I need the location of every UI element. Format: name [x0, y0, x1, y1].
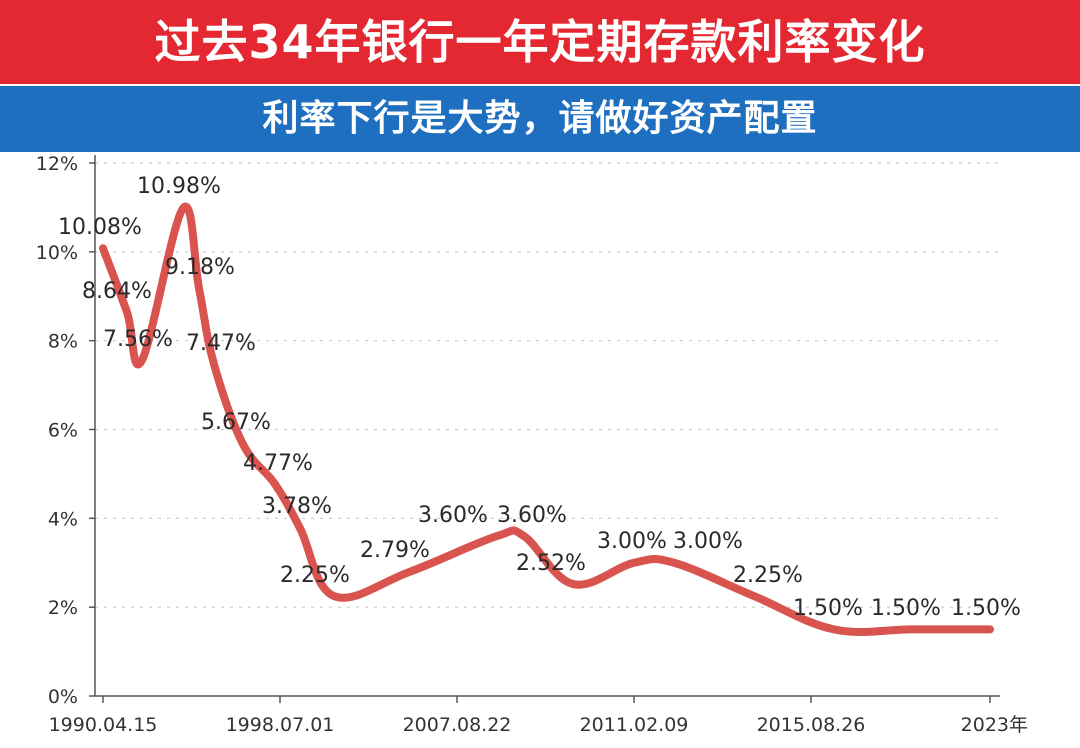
data-labels: 10.08% 8.64% 7.56% 10.98% 9.18% 7.47% 5.67% 4.7… [58, 174, 1021, 621]
data-label: 2.79% [360, 538, 430, 563]
grid-lines [95, 162, 1000, 608]
axes [89, 155, 1000, 703]
y-tick-label: 6% [48, 420, 78, 442]
title-banner [0, 0, 1080, 84]
data-label: 3.78% [262, 494, 332, 519]
data-label: 4.77% [243, 451, 313, 476]
x-tick-label: 1998.07.01 [226, 714, 335, 736]
data-label: 3.60% [418, 503, 488, 528]
data-label: 1.50% [871, 596, 941, 621]
data-label: 10.98% [137, 174, 221, 199]
y-tick-label: 8% [48, 331, 78, 353]
x-tick-label: 1990.04.15 [49, 714, 158, 736]
data-label: 1.50% [793, 596, 863, 621]
data-label: 9.18% [165, 255, 235, 280]
x-tick-label: 2023年 [961, 714, 1028, 736]
data-label: 7.56% [103, 327, 173, 352]
y-tick-label: 2% [48, 597, 78, 619]
y-tick-label: 0% [48, 686, 78, 708]
x-tick-label: 2015.08.26 [757, 714, 866, 736]
series-line [99, 202, 994, 637]
chart-subtitle: 利率下行是大势，请做好资产配置 [262, 98, 818, 139]
data-label: 2.52% [516, 551, 586, 576]
data-label: 5.67% [201, 410, 271, 435]
data-label: 7.47% [186, 331, 256, 356]
data-label: 2.25% [733, 563, 803, 588]
data-label: 3.00% [597, 529, 667, 554]
chart-title: 过去34年银行一年定期存款利率变化 [154, 15, 926, 69]
y-tick-label: 4% [48, 508, 78, 530]
x-tick-labels: 1990.04.15 1998.07.01 2007.08.22 2011.02.09… [49, 714, 1028, 736]
data-label: 1.50% [951, 596, 1021, 621]
data-label: 3.00% [673, 529, 743, 554]
y-tick-label: 10% [36, 242, 78, 264]
rate-line [99, 202, 994, 637]
x-tick-label: 2007.08.22 [403, 714, 512, 736]
x-tick-label: 2011.02.09 [580, 714, 689, 736]
y-tick-labels: 0% 2% 4% 6% 8% 10% 12% [36, 153, 78, 708]
data-label: 8.64% [82, 279, 152, 304]
subtitle-banner [0, 86, 1080, 152]
data-label: 2.25% [280, 563, 350, 588]
data-label: 3.60% [497, 503, 567, 528]
data-label: 10.08% [58, 215, 142, 240]
y-tick-label: 12% [36, 153, 78, 175]
